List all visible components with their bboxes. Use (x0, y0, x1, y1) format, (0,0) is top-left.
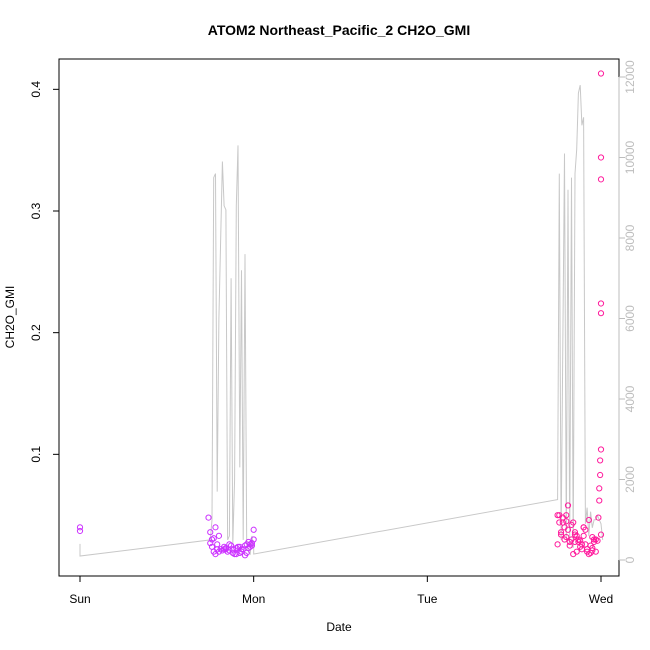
point-s1-58 (580, 524, 587, 531)
right-tick-label-6: 12000 (623, 60, 637, 94)
point-s1-55 (554, 541, 561, 548)
right-tick-label-0: 0 (623, 556, 637, 563)
point-extra-1 (597, 154, 605, 161)
right-tick-label-5: 10000 (623, 140, 637, 174)
right-tick-label-3: 6000 (623, 305, 637, 332)
point-s0-44 (250, 536, 257, 543)
point-s1-44 (557, 529, 565, 536)
x-axis-label: Date (326, 620, 352, 634)
point-s1-28 (597, 457, 604, 464)
bottom-tick-label-0: Sun (69, 592, 90, 606)
point-s1-29 (597, 446, 605, 453)
point-s1-27 (597, 471, 604, 479)
point-s1-53 (589, 544, 596, 552)
left-tick-label-3: 0.4 (29, 81, 43, 98)
point-s1-24 (595, 514, 602, 521)
point-s1-25 (596, 497, 603, 504)
chart-title: ATOM2 Northeast_Pacific_2 CH2O_GMI (208, 22, 470, 38)
right-tick-label-4: 8000 (623, 224, 637, 251)
point-s0-42 (243, 549, 250, 556)
point-s0-2 (205, 514, 212, 521)
point-s1-57 (571, 538, 579, 546)
point-s1-1 (556, 519, 563, 526)
point-s1-32 (597, 70, 605, 77)
point-s0-20 (236, 549, 243, 556)
point-s1-54 (592, 548, 599, 555)
point-s0-28 (250, 526, 257, 533)
point-s0-37 (248, 542, 256, 549)
bottom-tick-label-1: Mon (242, 592, 265, 606)
point-s1-26 (596, 485, 603, 492)
point-s0-0 (76, 524, 84, 531)
altitude-line (79, 84, 604, 557)
point-s0-1 (76, 527, 84, 535)
point-s0-38 (208, 536, 216, 543)
data-points-group (76, 70, 605, 559)
point-s1-45 (561, 536, 568, 543)
point-s1-40 (580, 532, 587, 539)
point-s1-33 (556, 512, 563, 519)
y-axis-label: CH2O_GMI (3, 286, 17, 349)
point-s0-3 (207, 529, 214, 536)
point-extra-0 (597, 300, 605, 307)
point-s1-59 (589, 533, 596, 541)
point-s1-6 (564, 526, 572, 533)
left-tick-label-0: 0.1 (29, 446, 43, 463)
point-s1-50 (578, 541, 585, 548)
point-s1-48 (571, 531, 579, 538)
point-s1-52 (585, 516, 592, 524)
altitude-line-group (79, 84, 604, 557)
point-s1-30 (597, 310, 605, 317)
point-s1-36 (566, 542, 573, 549)
point-s1-31 (597, 176, 605, 183)
point-s0-40 (229, 546, 236, 553)
point-extra-2 (597, 531, 605, 538)
point-s0-33 (233, 551, 240, 558)
left-tick-label-1: 0.2 (29, 324, 43, 341)
point-s1-10 (571, 529, 579, 536)
point-s0-29 (212, 524, 219, 531)
point-s1-38 (573, 548, 580, 555)
bottom-axis: Sun Mon Tue Wed (69, 575, 613, 606)
point-s0-46 (210, 535, 217, 542)
point-s1-2 (557, 531, 565, 538)
point-s1-23 (594, 537, 601, 544)
point-s0-41 (236, 543, 243, 550)
point-s1-46 (564, 502, 572, 509)
point-s0-43 (247, 541, 254, 548)
left-axis: 0.1 0.2 0.3 0.4 (29, 81, 60, 463)
right-tick-label-1: 2000 (623, 466, 637, 493)
point-s1-47 (568, 521, 575, 529)
right-axis: 0 2000 4000 6000 8000 10000 12000 (618, 60, 637, 563)
point-s1-0 (554, 512, 561, 519)
point-s0-47 (214, 541, 221, 548)
right-tick-label-2: 4000 (623, 385, 637, 412)
point-s0-39 (222, 544, 229, 552)
point-s0-15 (227, 542, 235, 549)
bottom-tick-label-2: Tue (417, 592, 438, 606)
point-s0-32 (226, 541, 233, 548)
point-s1-34 (559, 519, 566, 526)
bottom-tick-label-3: Wed (589, 592, 613, 606)
point-s0-30 (215, 532, 223, 539)
point-s1-5 (563, 518, 570, 525)
point-s1-56 (563, 512, 570, 519)
plot-frame (58, 58, 620, 577)
left-tick-label-2: 0.3 (29, 202, 43, 219)
point-s0-45 (207, 540, 214, 547)
